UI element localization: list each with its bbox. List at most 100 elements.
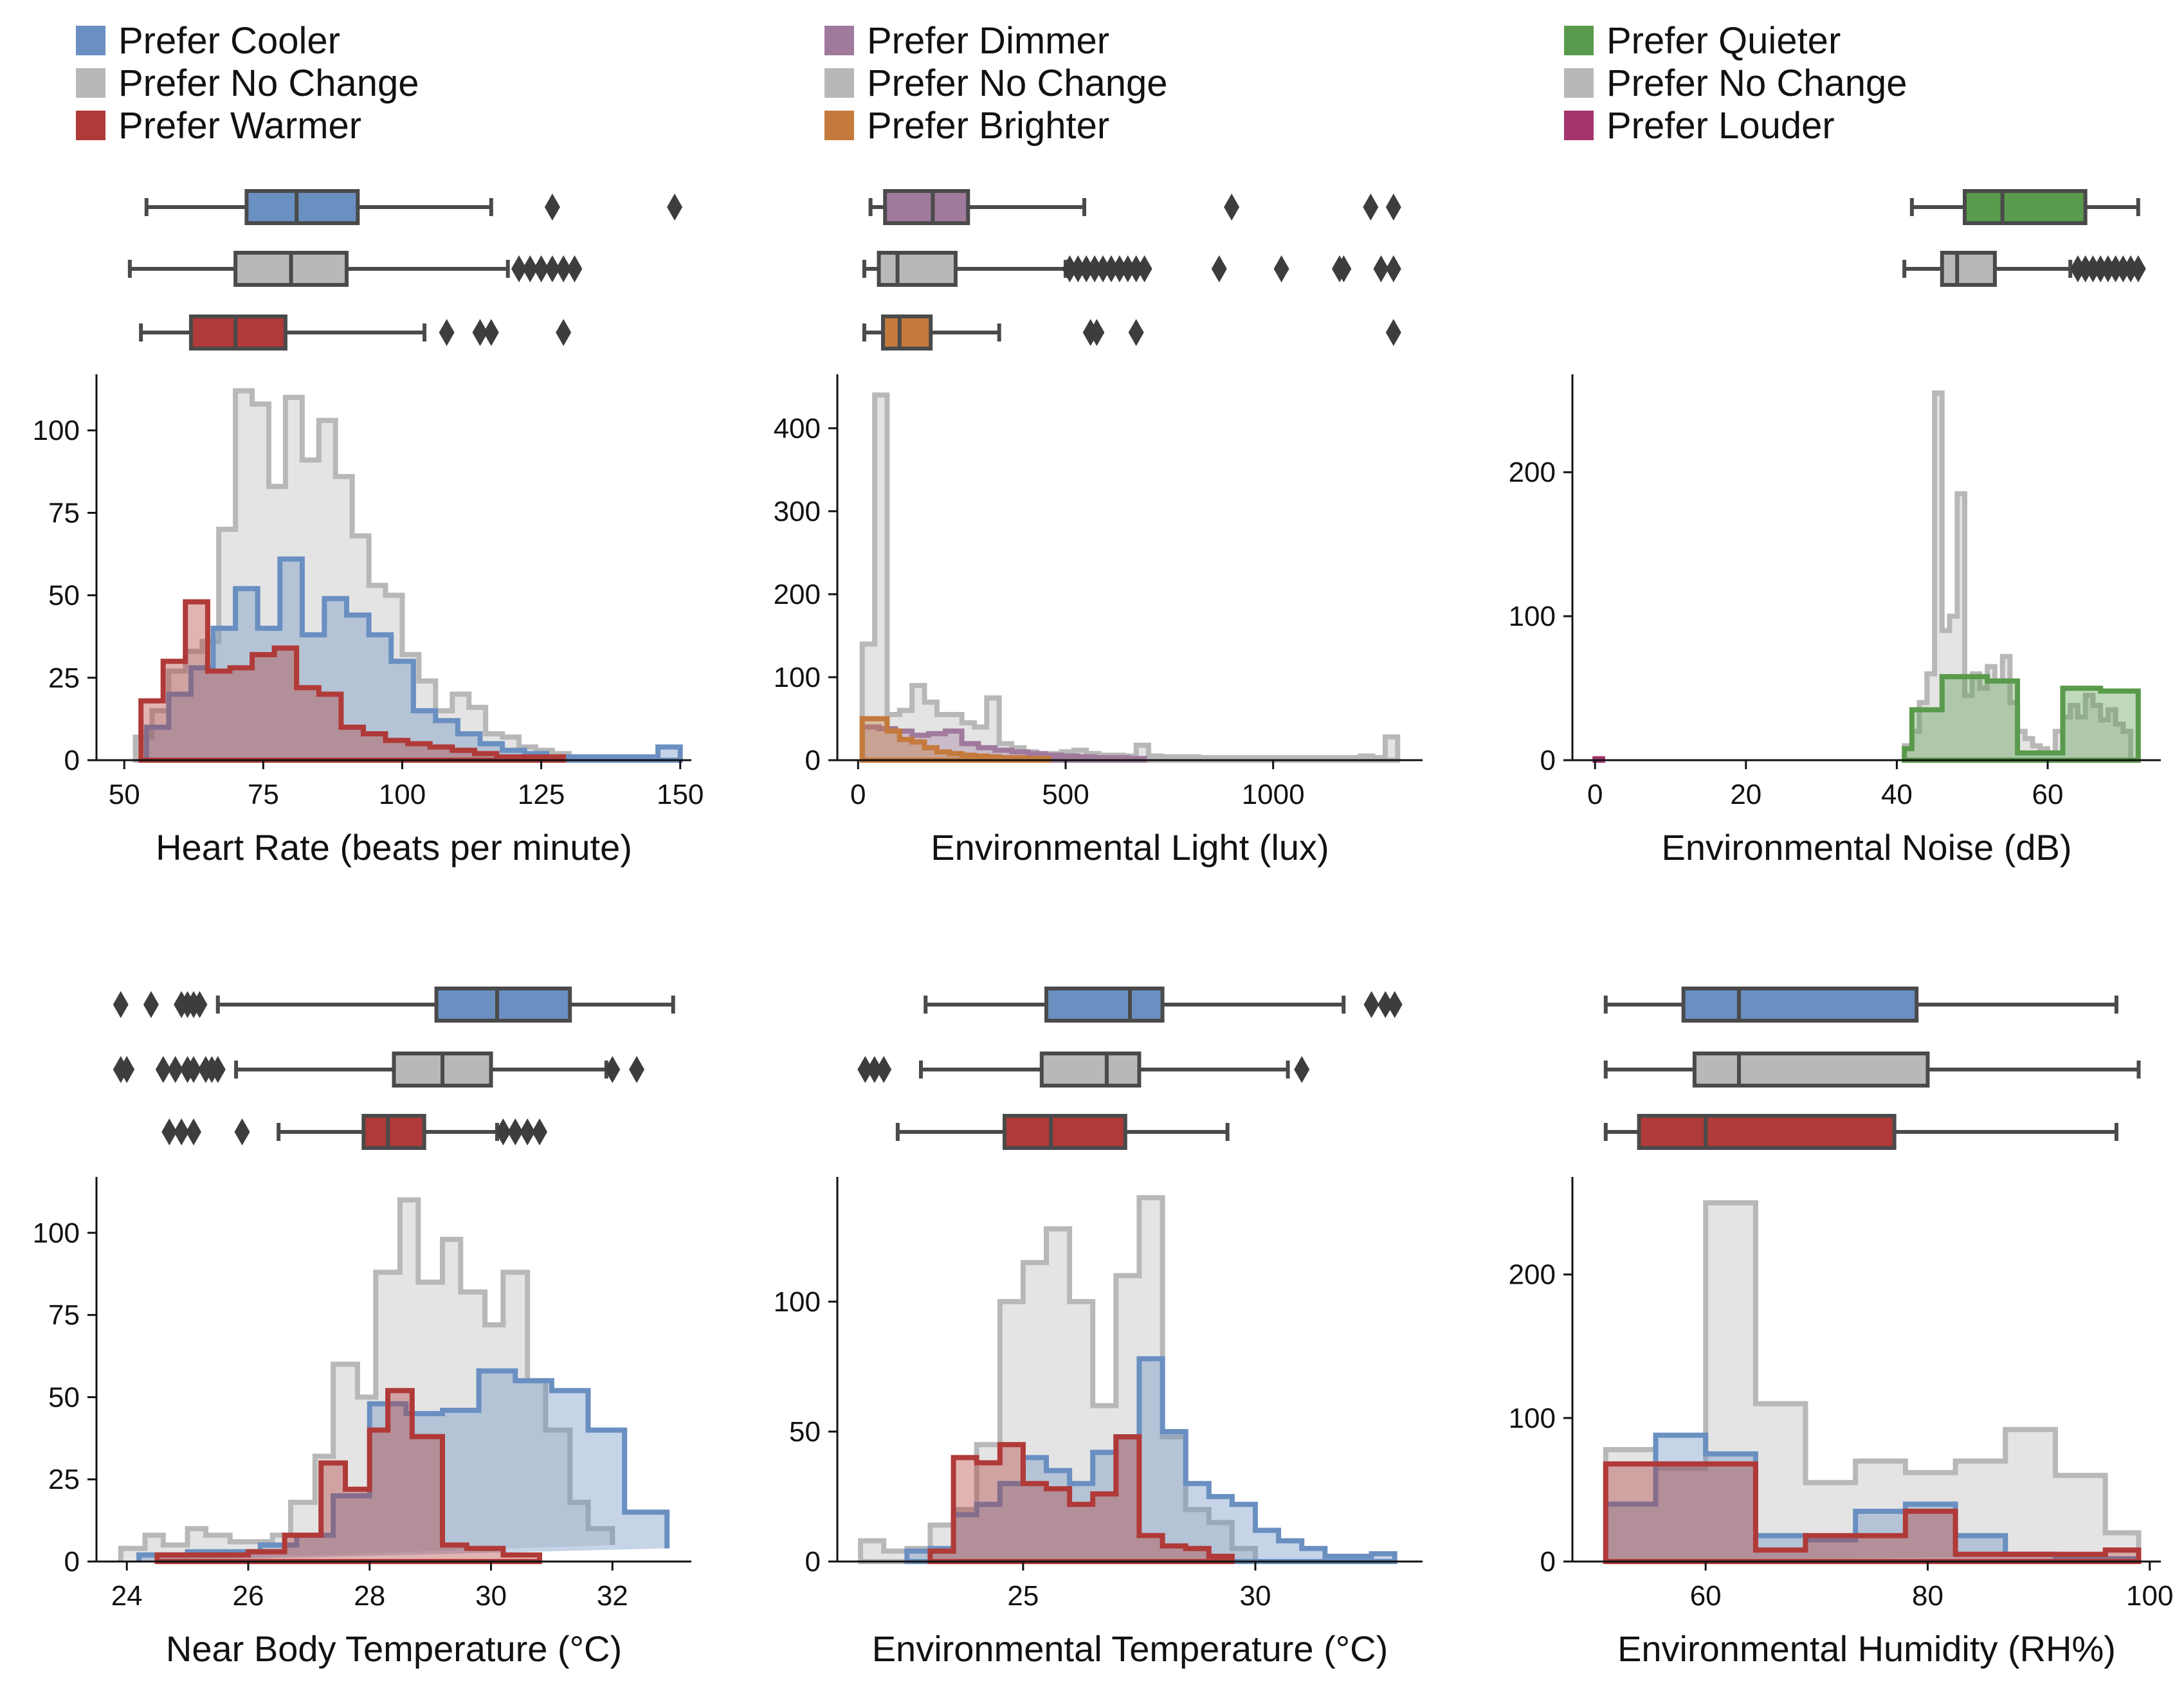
boxplot-prefer-brighter [862, 314, 1401, 351]
boxplot-box [361, 1114, 426, 1150]
boxplot-outlier [533, 255, 549, 282]
boxplot-outlier [155, 1056, 171, 1083]
boxplot-outlier [567, 255, 583, 282]
y-tick-label: 50 [789, 1416, 821, 1448]
legend-label-prefer-cooler: Prefer Cooler [118, 19, 340, 62]
boxplot-outlier [1273, 255, 1289, 282]
legend-label-prefer-louder: Prefer Louder [1606, 104, 1835, 147]
histogram-prefer-brighter [859, 716, 1052, 763]
histogram-prefer-no-change [1603, 1200, 2142, 1562]
boxplot-box [188, 314, 287, 351]
boxplot-outlier [1363, 194, 1379, 221]
legend-light: Prefer Dimmer Prefer No Change Prefer Br… [824, 19, 1167, 147]
boxplot-outlier [1336, 255, 1352, 282]
boxplot-outlier [143, 991, 159, 1018]
boxplot-prefer-dimmer [868, 189, 1401, 225]
boxplot-prefer-quieter [1909, 189, 2140, 225]
y-tick-label: 100 [774, 1286, 821, 1318]
legend-item-prefer-dimmer: Prefer Dimmer [824, 19, 1167, 62]
panel-env-noise: 0 20 40 60 0 100 200 Environmental Noise (dB) [1509, 189, 2161, 868]
legend-label-prefer-brighter: Prefer Brighter [867, 104, 1110, 147]
x-axis-title: Heart Rate (beats per minute) [156, 827, 632, 868]
boxplot-outlier [1385, 255, 1401, 282]
boxplot-outlier [210, 1056, 226, 1083]
histogram-prefer-warmer [154, 1388, 542, 1564]
boxplot-box [883, 189, 970, 225]
x-axis-title: Environmental Temperature (°C) [872, 1628, 1388, 1669]
boxplot-outlier [1128, 255, 1144, 282]
legend-item-prefer-warmer: Prefer Warmer [76, 104, 419, 147]
boxplot-outlier [1211, 255, 1227, 282]
boxplot-box [1940, 251, 1997, 287]
legend-label-prefer-warmer: Prefer Warmer [118, 104, 362, 147]
x-tick-label: 28 [354, 1580, 385, 1612]
boxplot-outlier [1120, 255, 1136, 282]
boxplot-box [1044, 987, 1165, 1023]
legend-label-prefer-quieter: Prefer Quieter [1606, 19, 1841, 62]
y-tick-label: 400 [774, 413, 821, 444]
boxplot-outlier [167, 1056, 183, 1083]
x-axis-title: Near Body Temperature (°C) [166, 1628, 622, 1669]
histogram-prefer-warmer [927, 1434, 1235, 1564]
boxplot-prefer-no-change [1902, 251, 2146, 287]
histogram-prefer-warmer [1603, 1461, 2142, 1564]
boxplot-box [244, 189, 360, 225]
x-tick-label: 150 [657, 779, 704, 810]
y-tick-label: 50 [48, 1381, 80, 1413]
y-tick-label: 100 [774, 662, 821, 693]
legend-swatch-prefer-cooler [76, 26, 105, 55]
x-tick-label: 60 [2032, 779, 2064, 810]
boxplot-outlier [544, 255, 560, 282]
legend-swatch-prefer-brighter [824, 111, 854, 140]
boxplot-outlier [1087, 255, 1103, 282]
boxplot-outlier [544, 194, 560, 221]
x-tick-label: 1000 [1242, 779, 1305, 810]
x-tick-label: 80 [1912, 1580, 1943, 1612]
boxplot-outlier [1294, 1056, 1310, 1083]
x-tick-label: 40 [1881, 779, 1913, 810]
boxplot-outlier [1111, 255, 1127, 282]
x-tick-label: 20 [1730, 779, 1761, 810]
y-tick-label: 25 [48, 1464, 80, 1495]
legend-swatch-prefer-no-change-light [824, 68, 854, 98]
boxplot-box [1963, 189, 2088, 225]
y-tick-label: 50 [48, 580, 80, 612]
x-tick-label: 60 [1690, 1580, 1722, 1612]
boxplot-outlier [1070, 255, 1086, 282]
boxplot-prefer-no-change [113, 1052, 645, 1088]
y-tick-label: 25 [48, 662, 80, 694]
boxplot-outlier [1385, 319, 1401, 346]
legend-swatch-prefer-warmer [76, 111, 105, 140]
boxplot-outlier [174, 1118, 190, 1145]
boxplot-outlier [2130, 255, 2146, 282]
boxplot-outlier [511, 255, 527, 282]
boxplot-box [1039, 1052, 1142, 1088]
boxplot-box [434, 987, 572, 1023]
boxplot-prefer-no-change [862, 251, 1401, 287]
boxplot-prefer-no-change [127, 251, 583, 287]
y-tick-label: 200 [1509, 457, 1556, 488]
boxplot-outlier [439, 319, 455, 346]
boxplot-prefer-warmer [139, 314, 572, 351]
y-tick-label: 100 [33, 1217, 80, 1249]
histogram-prefer-cooler [904, 1356, 1397, 1564]
boxplot-box [1681, 987, 1919, 1023]
boxplot-outlier [1385, 194, 1401, 221]
panel-env-temp: 25 30 0 50 100 Environmental Temperature (°C) [774, 987, 1423, 1669]
boxplot-outlier [667, 194, 683, 221]
y-tick-label: 0 [805, 1546, 821, 1578]
legend-item-prefer-no-change: Prefer No Change [76, 62, 419, 104]
boxplot-outlier [1363, 991, 1379, 1018]
y-tick-label: 0 [805, 745, 821, 776]
legend-item-prefer-brighter: Prefer Brighter [824, 104, 1167, 147]
legend-item-prefer-quieter: Prefer Quieter [1564, 19, 1907, 62]
histogram-prefer-dimmer [859, 724, 1147, 763]
panel-heart-rate: 50 75 100 125 150 0 25 50 75 100 Heart Rate (beats… [33, 189, 704, 868]
boxplot-outlier [1373, 255, 1389, 282]
boxplot-outlier [532, 1118, 548, 1145]
x-tick-label: 100 [379, 779, 426, 810]
legend-label-prefer-no-change-noise: Prefer No Change [1606, 62, 1907, 104]
boxplot-outlier [119, 1056, 135, 1083]
boxplot-outlier [186, 1056, 202, 1083]
